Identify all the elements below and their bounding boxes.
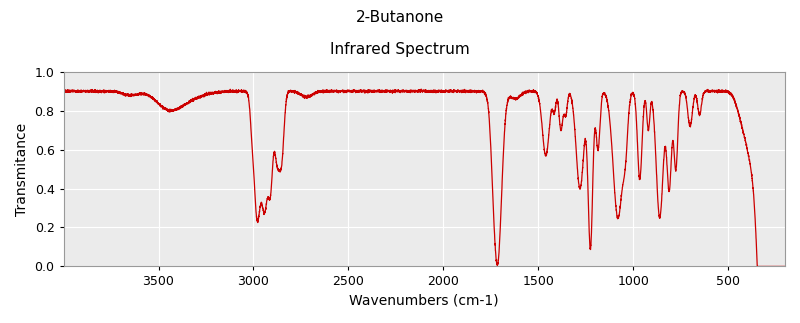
Y-axis label: Transmitance: Transmitance [15,122,29,216]
X-axis label: Wavenumbers (cm-1): Wavenumbers (cm-1) [350,294,499,308]
Text: 2-Butanone: 2-Butanone [356,10,444,25]
Text: Infrared Spectrum: Infrared Spectrum [330,42,470,57]
